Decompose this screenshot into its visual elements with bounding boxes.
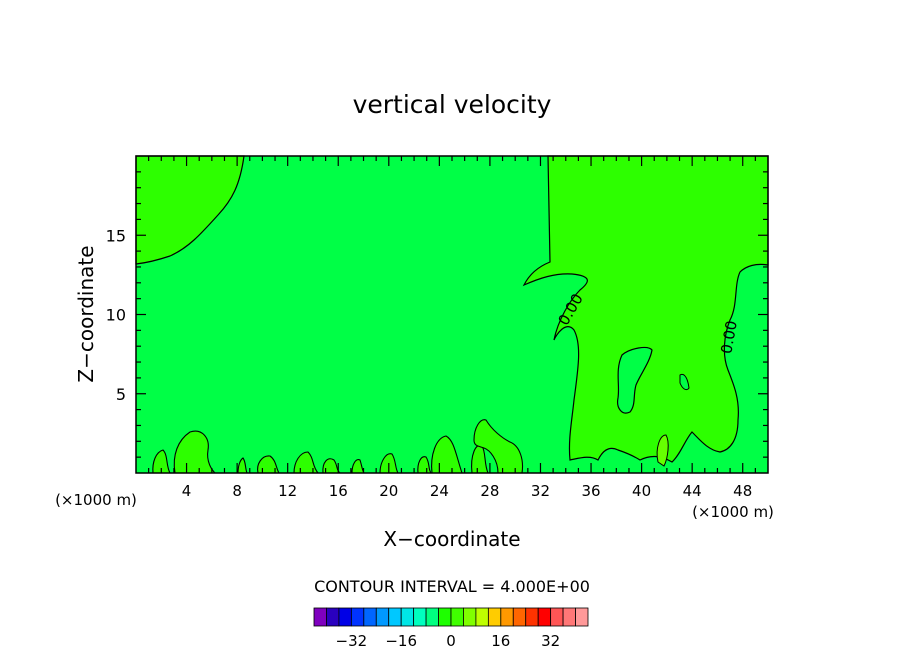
colorbar-swatch xyxy=(562,607,576,627)
pocket-3 xyxy=(656,434,669,467)
x-axis: 4 8 12 16 20 24 28 32 36 40 44 48 xyxy=(148,156,756,500)
colorbar-tick-label: 16 xyxy=(491,632,510,650)
colorbar-swatch xyxy=(575,607,589,627)
x-tick-label: 24 xyxy=(430,482,449,500)
colorbar-swatch xyxy=(500,607,514,627)
pocket-1 xyxy=(617,346,653,414)
x-tick-label: 48 xyxy=(733,482,752,500)
contour-label-right: 0.00 xyxy=(717,319,741,355)
colorbar-swatch xyxy=(363,607,377,627)
x-tick-label: 12 xyxy=(278,482,297,500)
x-unit-left: (×1000 m) xyxy=(55,491,137,509)
y-axis-label: Z−coordinate xyxy=(74,245,98,382)
x-tick-label: 40 xyxy=(632,482,651,500)
colorbar-swatch xyxy=(438,607,452,627)
contour-interval-text: CONTOUR INTERVAL = 4.000E+00 xyxy=(314,577,590,596)
cell xyxy=(293,451,320,474)
y-tick-label: 15 xyxy=(106,226,126,245)
cell xyxy=(152,449,171,474)
x-axis-label: X−coordinate xyxy=(383,527,520,551)
colorbar-swatch xyxy=(475,607,489,627)
colorbar-swatch xyxy=(326,607,340,627)
y-tick-label: 5 xyxy=(116,385,126,404)
colorbar-swatch xyxy=(512,607,527,627)
top-left-region xyxy=(135,155,245,265)
x-tick-label: 20 xyxy=(379,482,398,500)
pocket-2 xyxy=(679,373,690,391)
cell xyxy=(237,457,248,474)
colorbar-swatch xyxy=(388,607,402,627)
colorbar-tick-label: 0 xyxy=(446,632,456,650)
cell xyxy=(473,419,524,474)
x-tick-label: 4 xyxy=(182,482,192,500)
colorbar-swatch xyxy=(413,607,427,627)
x-tick-label: 8 xyxy=(232,482,242,500)
colorbar-ticks: −32 −16 0 16 32 xyxy=(336,632,561,650)
colorbar-swatch xyxy=(525,607,539,627)
colorbar xyxy=(313,607,589,627)
colorbar-swatch xyxy=(375,607,390,627)
colorbar-swatch xyxy=(313,607,327,627)
colorbar-swatch xyxy=(463,607,477,627)
colorbar-swatch xyxy=(450,607,464,627)
chart-title: vertical velocity xyxy=(353,90,552,119)
cell xyxy=(173,430,217,474)
colorbar-swatch xyxy=(537,607,552,627)
x-tick-label: 36 xyxy=(581,482,600,500)
y-tick-label: 10 xyxy=(106,306,126,325)
colorbar-tick-label: −32 xyxy=(336,632,368,650)
colorbar-tick-label: 32 xyxy=(541,632,560,650)
colorbar-tick-label: −16 xyxy=(385,632,417,650)
colorbar-swatch xyxy=(400,607,415,627)
x-unit-right: (×1000 m) xyxy=(692,503,774,521)
plot-area: 0.00 0.00 xyxy=(135,155,769,474)
colorbar-swatch xyxy=(425,607,439,627)
colorbar-swatch xyxy=(338,607,352,627)
y-axis: 5 10 15 xyxy=(106,171,768,458)
x-tick-label: 44 xyxy=(683,482,702,500)
x-tick-label: 16 xyxy=(329,482,348,500)
cell xyxy=(417,456,433,474)
right-region xyxy=(522,155,769,463)
colorbar-swatch xyxy=(487,607,502,627)
x-tick-label: 32 xyxy=(531,482,550,500)
colorbar-swatch xyxy=(550,607,564,627)
x-tick-label: 28 xyxy=(480,482,499,500)
colorbar-swatch xyxy=(350,607,365,627)
